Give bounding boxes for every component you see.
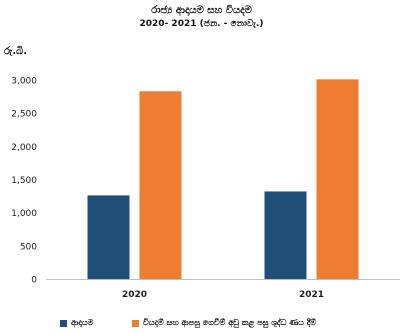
- legend-item-revenue: ආදායම: [60, 318, 93, 328]
- bar-revenue-2021: [264, 191, 307, 279]
- y-tick-label: 0: [31, 276, 37, 286]
- bar-revenue-2020: [87, 195, 130, 279]
- legend-swatch-expenditure: [132, 319, 139, 327]
- chart-title: රාජ්‍ය ආදායම සහ වියදම: [151, 5, 252, 16]
- legend-label-revenue: ආදායම: [71, 318, 94, 327]
- y-axis-label: රු.බි.: [4, 46, 28, 57]
- y-tick-label: 2,500: [11, 110, 37, 120]
- y-tick-label: 500: [20, 242, 37, 252]
- legend-label-expenditure: වියදම් සහ ආපසු ගෙවීම් අඩු කළ පසු ශුද්ධ ණ…: [143, 318, 317, 327]
- x-tick-label: 2021: [299, 290, 324, 300]
- chart-subtitle: 2020- 2021 (ජන. - නොවැ.): [139, 19, 264, 29]
- bar-expenditure-2020: [139, 91, 182, 279]
- y-tick-label: 1,000: [11, 209, 37, 219]
- y-tick-label: 3,000: [11, 77, 37, 87]
- x-tick-label: 2020: [122, 290, 147, 300]
- bar-expenditure-2021: [316, 79, 359, 279]
- y-tick-label: 2,000: [11, 143, 37, 153]
- legend-swatch-revenue: [60, 319, 67, 327]
- y-tick-label: 1,500: [11, 176, 37, 186]
- legend-item-expenditure: වියදම් සහ ආපසු ගෙවීම් අඩු කළ පසු ශුද්ධ ණ…: [132, 318, 316, 328]
